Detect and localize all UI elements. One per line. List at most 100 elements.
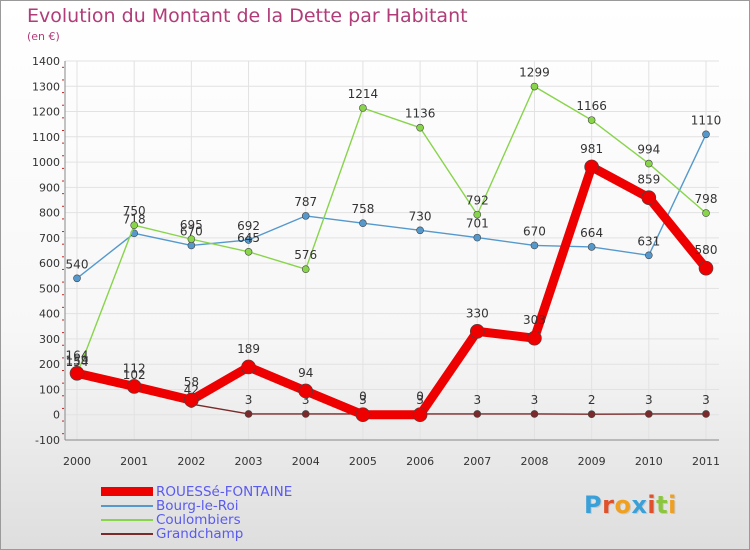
legend-item-bourg-le-roi: Bourg-le-Roi [101,499,341,513]
logo-letter: P [584,491,603,519]
data-point-bourg-le-roi [187,241,196,250]
y-tick-label: 100 [39,383,60,396]
data-point-coulombiers [359,104,367,112]
data-label-rouess-fontaine: 580 [695,243,718,257]
data-label-grandchamp: 2 [588,393,596,407]
x-tick-label: 2011 [692,455,720,468]
data-point-grandchamp [301,410,310,418]
chart-legend: ROUESSé-FONTAINE Bourg-le-Roi Coulombier… [101,485,341,541]
x-tick-label: 2009 [578,455,606,468]
y-tick-label: 0 [53,409,60,422]
data-label-coulombiers: 159 [66,354,89,368]
data-label-rouess-fontaine: 859 [637,173,660,187]
data-label-bourg-le-roi: 758 [351,202,374,216]
y-tick-label: -100 [35,434,60,447]
x-tick-label: 2003 [235,455,263,468]
data-point-coulombiers [530,82,539,91]
data-point-bourg-le-roi [244,236,253,244]
data-point-grandchamp [645,410,653,418]
data-label-bourg-le-roi: 701 [466,217,489,231]
legend-swatch-rouesse-fontaine [101,487,153,496]
data-label-coulombiers: 695 [180,218,203,232]
data-label-bourg-le-roi: 670 [180,224,203,238]
data-label-bourg-le-roi: 787 [294,195,317,209]
legend-label-bourg-le-roi: Bourg-le-Roi [156,498,239,514]
data-label-rouess-fontaine: 0 [416,390,424,404]
data-label-bourg-le-roi: 670 [523,224,546,238]
data-label-rouess-fontaine: 58 [184,375,199,389]
data-point-bourg-le-roi [359,219,367,228]
data-label-grandchamp: 3 [359,393,367,407]
x-tick-label: 2001 [120,455,148,468]
data-label-coulombiers: 1166 [576,99,607,113]
y-tick-label: 900 [39,181,60,194]
data-point-grandchamp [702,410,710,418]
data-point-grandchamp [244,410,253,418]
logo-letter: t [656,491,669,519]
data-point-coulombiers [702,209,710,217]
legend-swatch-coulombiers [101,519,153,521]
data-point-rouess-fontaine [298,383,314,399]
data-label-coulombiers: 798 [695,192,718,206]
data-label-coulombiers: 645 [237,231,260,245]
y-tick-label: 1200 [32,106,60,119]
series-line-rouess-fontaine [72,162,711,420]
data-point-coulombiers [473,210,482,219]
data-point-coulombiers [187,235,196,243]
data-label-grandchamp: 3 [416,393,424,407]
data-label-rouess-fontaine: 164 [66,348,89,362]
x-tick-label: 2010 [635,455,663,468]
y-tick-label: 1100 [32,131,60,144]
data-label-rouess-fontaine: 303 [523,313,546,327]
data-point-rouess-fontaine [584,159,599,175]
data-point-bourg-le-roi [587,243,596,251]
data-point-bourg-le-roi [645,251,653,260]
data-label-grandchamp: 3 [473,393,481,407]
data-label-rouess-fontaine: 94 [298,366,313,380]
data-label-bourg-le-roi: 631 [637,234,660,248]
logo-letter: i [647,491,657,519]
y-tick-label: 700 [39,232,60,245]
logo-letter: o [614,491,632,519]
data-point-grandchamp [587,410,596,419]
data-point-coulombiers [416,123,424,132]
data-point-rouess-fontaine [126,379,142,394]
data-label-rouess-fontaine: 330 [466,306,489,320]
data-point-bourg-le-roi [530,241,539,250]
data-point-rouess-fontaine [527,330,542,346]
data-label-coulombiers: 1136 [405,107,436,121]
proxiti-logo: Proxiti [584,491,677,519]
data-label-rouess-fontaine: 189 [237,342,260,356]
data-label-grandchamp: 3 [702,393,710,407]
data-label-coulombiers: 1299 [519,66,550,80]
logo-letter: x [631,491,648,519]
data-label-grandchamp: 154 [66,355,89,369]
data-label-rouess-fontaine: 981 [580,142,603,156]
data-label-grandchamp: 3 [302,393,310,407]
logo-letter: r [602,491,615,519]
data-label-coulombiers: 994 [637,143,660,157]
data-point-bourg-le-roi [473,233,482,242]
legend-swatch-bourg-le-roi [101,505,153,507]
legend-item-rouesse-fontaine: ROUESSé-FONTAINE [101,485,341,499]
x-tick-label: 2000 [63,455,91,468]
logo-letter: i [668,491,677,519]
legend-label-grandchamp: Grandchamp [156,526,244,542]
y-tick-label: 800 [39,207,60,220]
x-tick-label: 2006 [406,455,434,468]
data-label-bourg-le-roi: 1110 [691,113,722,127]
data-point-bourg-le-roi [702,130,710,139]
data-point-coulombiers [645,159,653,168]
legend-label-coulombiers: Coulombiers [156,512,241,528]
x-tick-label: 2005 [349,455,377,468]
y-tick-label: 1300 [32,80,60,93]
y-tick-label: 200 [39,358,60,371]
data-label-grandchamp: 102 [123,368,146,382]
data-point-bourg-le-roi [301,212,310,220]
data-point-rouess-fontaine [412,407,428,423]
data-point-bourg-le-roi [73,274,81,283]
data-point-coulombiers [587,116,596,124]
data-label-bourg-le-roi: 664 [580,226,603,240]
y-tick-label: 1000 [32,156,60,169]
